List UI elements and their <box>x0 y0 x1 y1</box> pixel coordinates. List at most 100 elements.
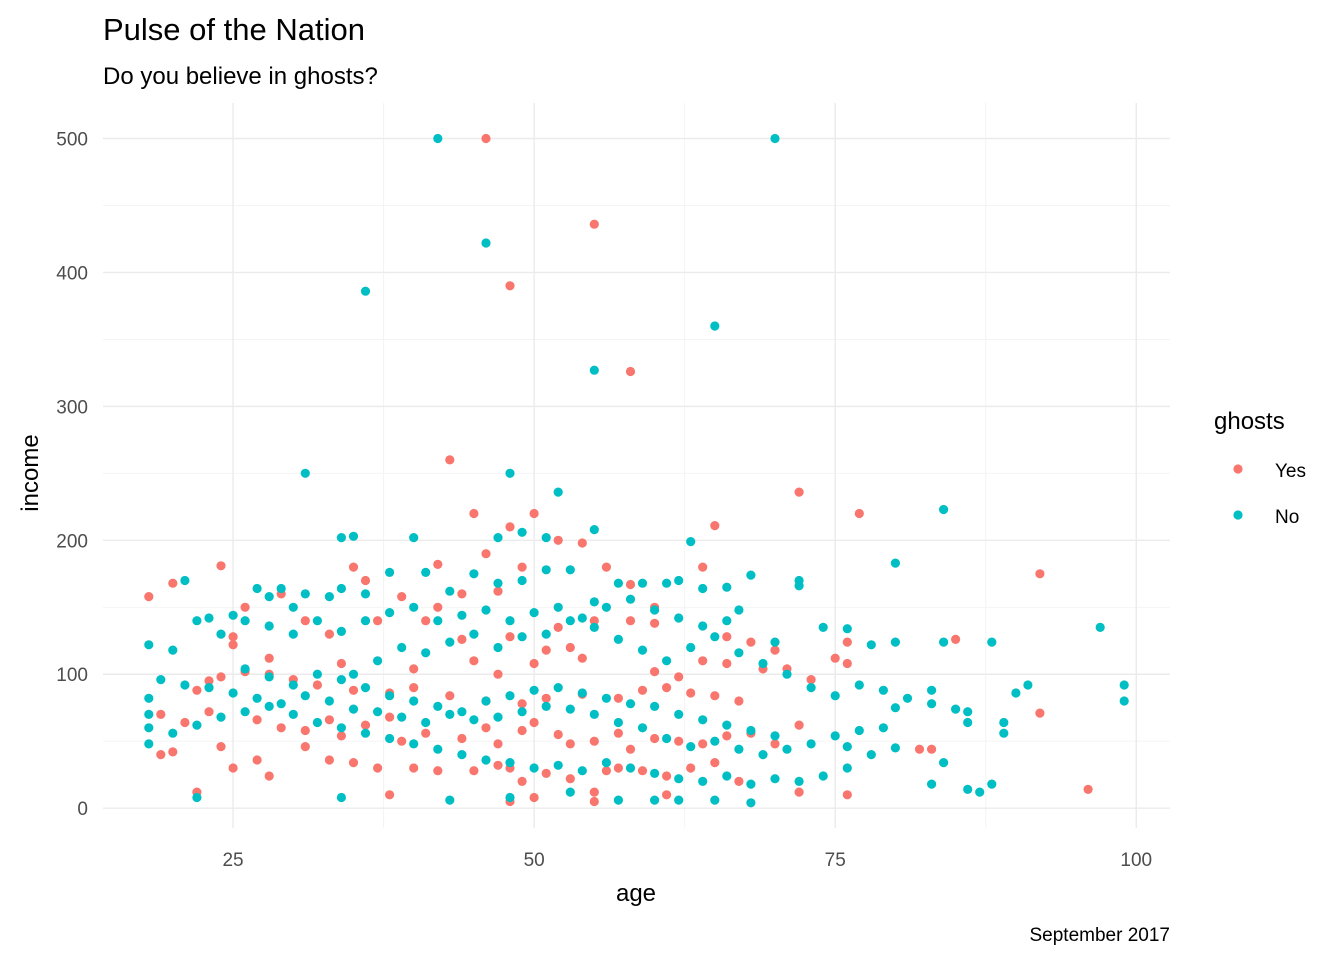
data-point <box>204 683 214 693</box>
data-point <box>625 744 636 754</box>
data-point <box>276 723 286 733</box>
data-point <box>963 707 973 717</box>
data-point <box>794 720 804 730</box>
data-point <box>830 731 840 741</box>
data-point <box>963 717 973 728</box>
data-point <box>577 613 587 623</box>
data-point <box>469 656 479 666</box>
data-point <box>650 733 660 744</box>
data-point <box>613 634 624 645</box>
data-point <box>216 629 226 639</box>
data-point <box>746 570 756 580</box>
data-point <box>336 723 346 733</box>
data-point <box>794 776 804 787</box>
data-point <box>674 613 684 623</box>
data-point <box>842 790 852 800</box>
data-point <box>264 592 274 602</box>
data-point <box>457 707 467 717</box>
data-point <box>1119 696 1129 706</box>
data-point <box>469 629 479 639</box>
data-point <box>505 522 515 532</box>
data-point <box>770 731 780 741</box>
data-point <box>517 632 527 642</box>
data-point <box>300 468 310 478</box>
data-point <box>734 696 744 706</box>
data-point <box>818 771 828 781</box>
data-point <box>529 508 539 519</box>
data-point <box>433 766 443 776</box>
data-point <box>794 787 804 797</box>
data-point <box>987 779 997 789</box>
data-point <box>577 766 587 776</box>
x-axis-title: age <box>616 880 656 907</box>
data-point <box>1011 688 1021 698</box>
data-point <box>336 731 346 741</box>
data-point <box>758 658 768 669</box>
data-point <box>686 642 696 653</box>
data-point <box>360 728 371 738</box>
data-point <box>288 602 298 612</box>
data-point <box>264 771 274 781</box>
data-point <box>493 669 503 679</box>
data-point <box>373 616 383 626</box>
legend-label-yes: Yes <box>1275 461 1306 482</box>
data-point <box>348 704 359 714</box>
data-point <box>746 725 756 736</box>
data-point <box>734 744 744 754</box>
data-point <box>698 621 708 631</box>
data-point <box>553 683 563 693</box>
data-point <box>601 766 612 776</box>
data-point <box>264 701 274 712</box>
data-point <box>505 468 515 478</box>
data-point <box>951 634 961 645</box>
data-point <box>589 787 599 797</box>
legend-key-no <box>1233 510 1243 520</box>
data-point <box>529 608 539 618</box>
data-point <box>553 729 563 740</box>
data-point <box>469 766 479 776</box>
data-point <box>493 642 503 653</box>
data-point <box>360 683 371 693</box>
data-point <box>553 487 563 497</box>
data-point <box>433 744 443 754</box>
x-tick-label: 25 <box>222 850 243 871</box>
data-point <box>565 616 575 626</box>
data-point <box>637 685 648 695</box>
data-point <box>842 624 852 634</box>
data-point <box>770 645 780 655</box>
y-tick-label: 200 <box>56 531 88 552</box>
legend-title: ghosts <box>1214 408 1285 435</box>
data-point <box>818 622 828 633</box>
data-point <box>686 537 696 547</box>
data-point <box>770 133 780 144</box>
y-axis-title: income <box>17 434 44 511</box>
data-point <box>927 685 937 695</box>
data-point <box>324 629 334 639</box>
data-point <box>240 616 250 626</box>
data-point <box>529 685 539 695</box>
data-point <box>144 693 154 703</box>
data-point <box>939 758 949 768</box>
data-point <box>601 693 612 703</box>
data-point <box>637 645 648 655</box>
data-point <box>710 632 720 642</box>
data-point <box>782 669 792 679</box>
data-point <box>529 763 539 773</box>
data-point <box>589 525 599 535</box>
data-point <box>445 795 455 805</box>
data-point <box>589 709 599 720</box>
data-point <box>710 691 720 701</box>
data-point <box>565 704 575 714</box>
data-point <box>348 758 359 768</box>
data-point <box>300 691 310 701</box>
data-point <box>517 725 527 736</box>
data-point <box>445 691 455 701</box>
data-point <box>216 712 226 722</box>
data-point <box>481 238 491 248</box>
data-point <box>385 608 395 618</box>
data-point <box>505 281 515 291</box>
data-point <box>842 763 852 773</box>
data-point <box>999 717 1009 728</box>
data-point <box>156 750 166 760</box>
data-point <box>397 736 407 746</box>
